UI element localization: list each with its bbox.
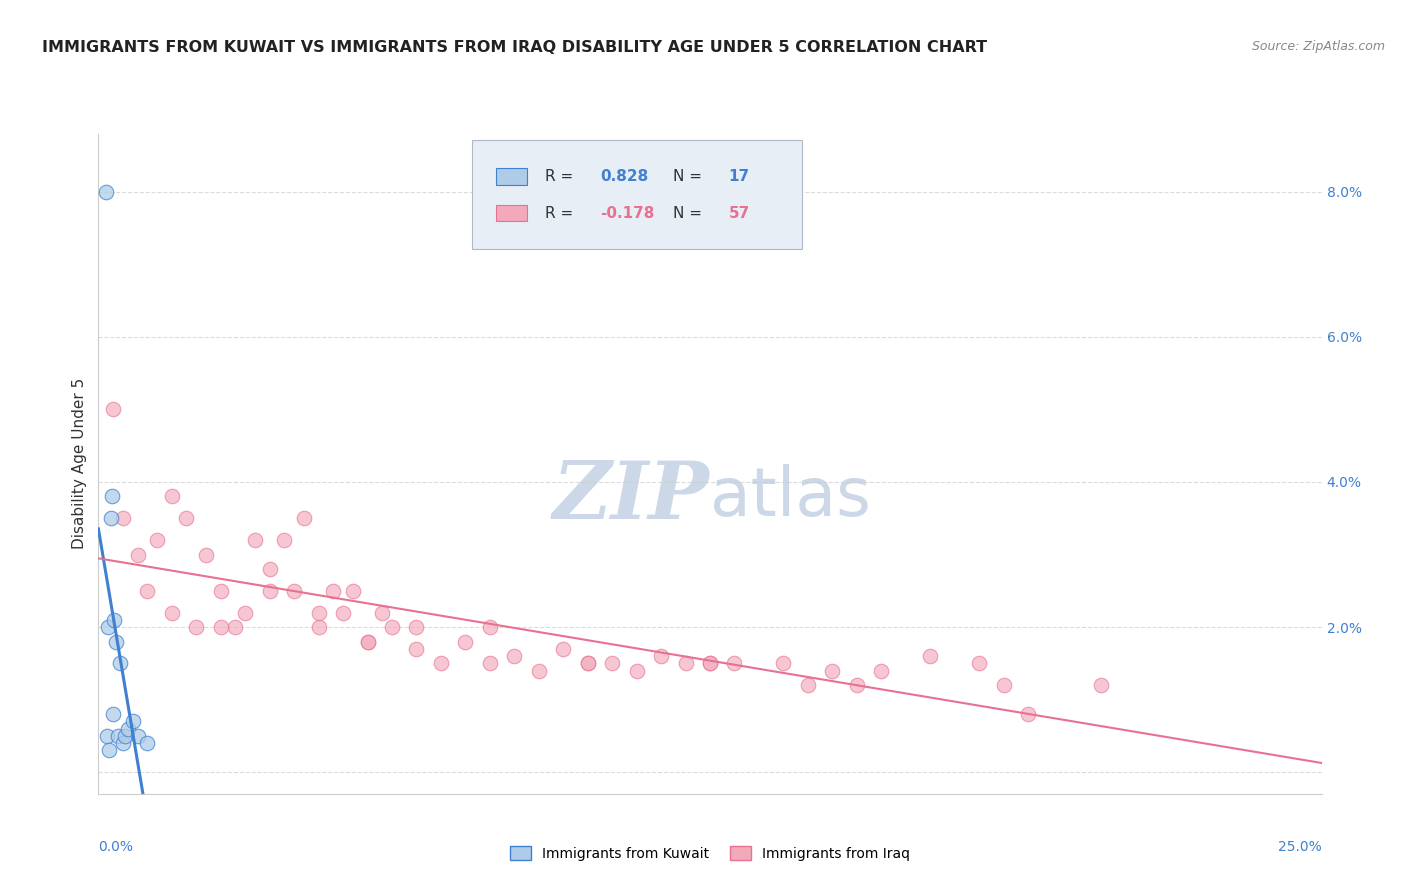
Point	[332, 606, 354, 620]
Point	[117, 722, 139, 736]
Point	[699, 657, 721, 671]
Point	[478, 657, 501, 671]
Point	[283, 583, 305, 598]
Text: atlas: atlas	[710, 464, 870, 530]
Point	[675, 657, 697, 671]
Point	[292, 511, 315, 525]
Point	[136, 583, 159, 598]
Point	[195, 548, 218, 562]
FancyBboxPatch shape	[496, 169, 527, 185]
Point	[98, 743, 121, 757]
Point	[797, 678, 820, 692]
FancyBboxPatch shape	[496, 205, 527, 221]
Point	[97, 620, 120, 634]
Point	[600, 657, 623, 671]
Point	[111, 736, 134, 750]
Point	[576, 657, 599, 671]
Point	[626, 664, 648, 678]
Point	[224, 620, 246, 634]
Y-axis label: Disability Age Under 5: Disability Age Under 5	[72, 378, 87, 549]
Point	[503, 648, 526, 663]
Point	[821, 664, 844, 678]
Point	[699, 657, 721, 671]
Point	[103, 613, 125, 627]
Point	[160, 490, 183, 504]
Point	[650, 648, 672, 663]
Text: Source: ZipAtlas.com: Source: ZipAtlas.com	[1251, 40, 1385, 54]
Text: -0.178: -0.178	[600, 205, 654, 220]
Point	[209, 583, 232, 598]
Text: ZIP: ZIP	[553, 458, 710, 535]
Point	[127, 548, 149, 562]
Point	[127, 729, 149, 743]
Point	[104, 634, 127, 648]
Point	[870, 664, 893, 678]
Point	[723, 657, 745, 671]
Text: 0.0%: 0.0%	[98, 840, 134, 854]
Point	[967, 657, 990, 671]
Point	[259, 583, 281, 598]
Point	[101, 402, 124, 417]
Text: N =: N =	[673, 205, 707, 220]
Point	[478, 620, 501, 634]
Text: R =: R =	[546, 205, 578, 220]
Point	[454, 634, 477, 648]
Point	[772, 657, 794, 671]
Point	[111, 511, 134, 525]
Point	[356, 634, 378, 648]
Legend: Immigrants from Kuwait, Immigrants from Iraq: Immigrants from Kuwait, Immigrants from …	[505, 840, 915, 866]
FancyBboxPatch shape	[471, 140, 801, 250]
Text: 25.0%: 25.0%	[1278, 840, 1322, 854]
Point	[1017, 707, 1039, 722]
Point	[405, 641, 427, 656]
Point	[371, 606, 394, 620]
Text: 0.828: 0.828	[600, 169, 648, 185]
Point	[136, 736, 159, 750]
Point	[430, 657, 453, 671]
Point	[342, 583, 364, 598]
Text: N =: N =	[673, 169, 707, 185]
Point	[101, 707, 124, 722]
Point	[243, 533, 266, 547]
Point	[259, 562, 281, 576]
Point	[209, 620, 232, 634]
Point	[121, 714, 143, 729]
Point	[356, 634, 378, 648]
Point	[527, 664, 550, 678]
Point	[405, 620, 427, 634]
Point	[576, 657, 599, 671]
Point	[94, 185, 117, 199]
Text: IMMIGRANTS FROM KUWAIT VS IMMIGRANTS FROM IRAQ DISABILITY AGE UNDER 5 CORRELATIO: IMMIGRANTS FROM KUWAIT VS IMMIGRANTS FRO…	[42, 40, 987, 55]
Point	[920, 648, 942, 663]
Point	[100, 511, 122, 525]
Text: R =: R =	[546, 169, 578, 185]
Point	[146, 533, 169, 547]
Point	[308, 620, 330, 634]
Point	[845, 678, 868, 692]
Point	[107, 729, 129, 743]
Text: 57: 57	[728, 205, 749, 220]
Point	[381, 620, 404, 634]
Text: 17: 17	[728, 169, 749, 185]
Point	[114, 729, 136, 743]
Point	[1090, 678, 1112, 692]
Point	[553, 641, 575, 656]
Point	[993, 678, 1015, 692]
Point	[273, 533, 295, 547]
Point	[322, 583, 344, 598]
Point	[308, 606, 330, 620]
Point	[186, 620, 208, 634]
Point	[110, 657, 132, 671]
Point	[233, 606, 256, 620]
Point	[176, 511, 198, 525]
Point	[96, 729, 118, 743]
Point	[101, 490, 124, 504]
Point	[160, 606, 183, 620]
